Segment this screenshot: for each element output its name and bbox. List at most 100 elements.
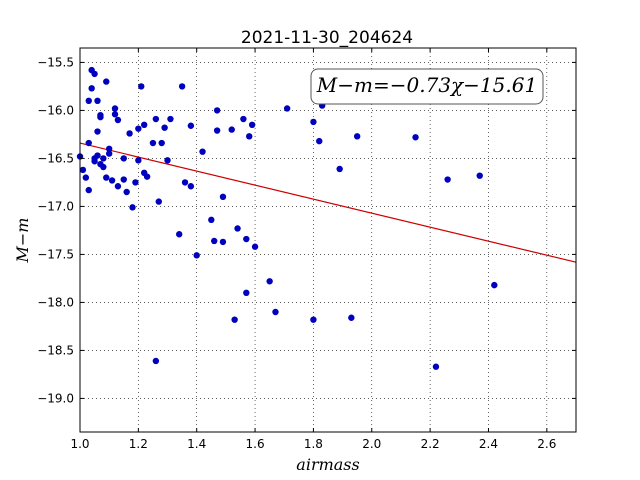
data-point — [213, 127, 221, 134]
data-point — [208, 216, 215, 224]
x-tick-label: 1.4 — [187, 437, 206, 451]
data-point — [211, 237, 218, 245]
y-tick-label: −18.0 — [37, 295, 74, 309]
data-point — [158, 139, 165, 147]
data-point — [111, 111, 119, 118]
data-point — [476, 172, 483, 179]
data-point — [336, 165, 343, 173]
data-point — [491, 281, 498, 289]
data-point — [246, 133, 253, 140]
data-point — [187, 122, 195, 129]
data-point — [103, 174, 110, 181]
data-point — [164, 157, 171, 164]
data-point — [88, 85, 95, 92]
data-point — [152, 357, 160, 365]
data-point — [85, 186, 92, 194]
data-point — [243, 289, 250, 296]
data-point — [213, 107, 221, 114]
data-point — [444, 176, 451, 183]
chart-title: 2021-11-30_204624 — [241, 28, 413, 48]
data-point — [219, 193, 227, 200]
x-tick-label: 2.2 — [421, 437, 440, 451]
data-point — [94, 152, 101, 159]
data-point — [114, 116, 122, 124]
y-axis-label: M−m — [13, 218, 32, 264]
data-point — [167, 115, 174, 123]
data-point — [91, 70, 98, 78]
data-point — [105, 150, 113, 157]
data-point — [114, 183, 122, 190]
data-point — [135, 157, 142, 164]
data-point — [353, 133, 361, 140]
y-tick-label: −19.0 — [37, 391, 74, 405]
data-point — [266, 278, 273, 285]
x-tick-label: 1.2 — [129, 437, 148, 451]
x-axis-label: airmass — [296, 455, 359, 474]
data-point — [348, 314, 355, 321]
data-point — [272, 308, 279, 316]
data-point — [240, 115, 247, 123]
x-tick-label: 1.8 — [304, 437, 323, 451]
y-tick-label: −15.5 — [37, 55, 74, 69]
x-tick-label: 2.4 — [479, 437, 498, 451]
data-point — [79, 166, 87, 174]
data-point — [129, 204, 136, 211]
annotation-box: M−m=−0.73χ−15.61 — [310, 68, 544, 105]
data-point — [100, 155, 107, 162]
x-tick-label: 1.0 — [70, 437, 89, 451]
data-point — [310, 316, 317, 323]
data-point — [193, 252, 200, 259]
data-point — [120, 176, 127, 183]
y-tick-label: −17.5 — [37, 247, 74, 261]
data-point — [94, 97, 101, 105]
x-tick-label: 1.6 — [246, 437, 265, 451]
y-tick-label: −17.0 — [37, 199, 74, 213]
data-point — [143, 173, 151, 180]
data-point — [138, 83, 145, 90]
data-point — [251, 243, 259, 250]
data-point — [316, 137, 323, 145]
data-point — [187, 183, 195, 190]
data-point — [234, 225, 241, 232]
data-point — [82, 174, 90, 181]
data-point — [94, 128, 101, 135]
axis-ticks: 1.0 1.2 1.4 1.6 1.8 2.0 2.2 2.4 2.6 −15.5 −16.0 −16… — [37, 48, 576, 451]
data-point — [231, 316, 238, 323]
data-point — [126, 130, 133, 137]
data-point — [412, 134, 419, 141]
fit-line — [79, 142, 577, 263]
data-point — [178, 83, 186, 90]
y-tick-label: −16.0 — [37, 103, 74, 117]
data-point — [199, 148, 206, 155]
data-point — [152, 115, 160, 123]
data-point — [310, 118, 317, 126]
y-tick-label: −18.5 — [37, 343, 74, 357]
data-point — [243, 235, 250, 243]
x-tick-label: 2.0 — [362, 437, 381, 451]
data-point — [103, 78, 110, 85]
data-point — [100, 163, 107, 171]
plot-frame — [79, 47, 577, 433]
data-point — [149, 139, 157, 147]
data-point — [123, 188, 130, 196]
data-point — [161, 124, 168, 131]
data-points — [76, 66, 498, 370]
data-point — [432, 363, 440, 370]
data-point — [140, 121, 148, 128]
data-point — [135, 125, 142, 132]
data-point — [228, 126, 235, 133]
grid — [79, 48, 576, 432]
data-point — [132, 179, 139, 186]
data-point — [155, 198, 162, 205]
fit-line-group — [79, 142, 577, 263]
data-point — [176, 231, 183, 238]
data-point — [248, 121, 256, 128]
data-point — [120, 155, 127, 162]
fit-equation: M−m=−0.73χ−15.61 — [316, 73, 537, 97]
data-point — [97, 112, 104, 119]
data-point — [85, 139, 92, 147]
data-point — [219, 238, 227, 246]
x-tick-label: 2.6 — [537, 437, 556, 451]
data-point — [181, 179, 189, 186]
